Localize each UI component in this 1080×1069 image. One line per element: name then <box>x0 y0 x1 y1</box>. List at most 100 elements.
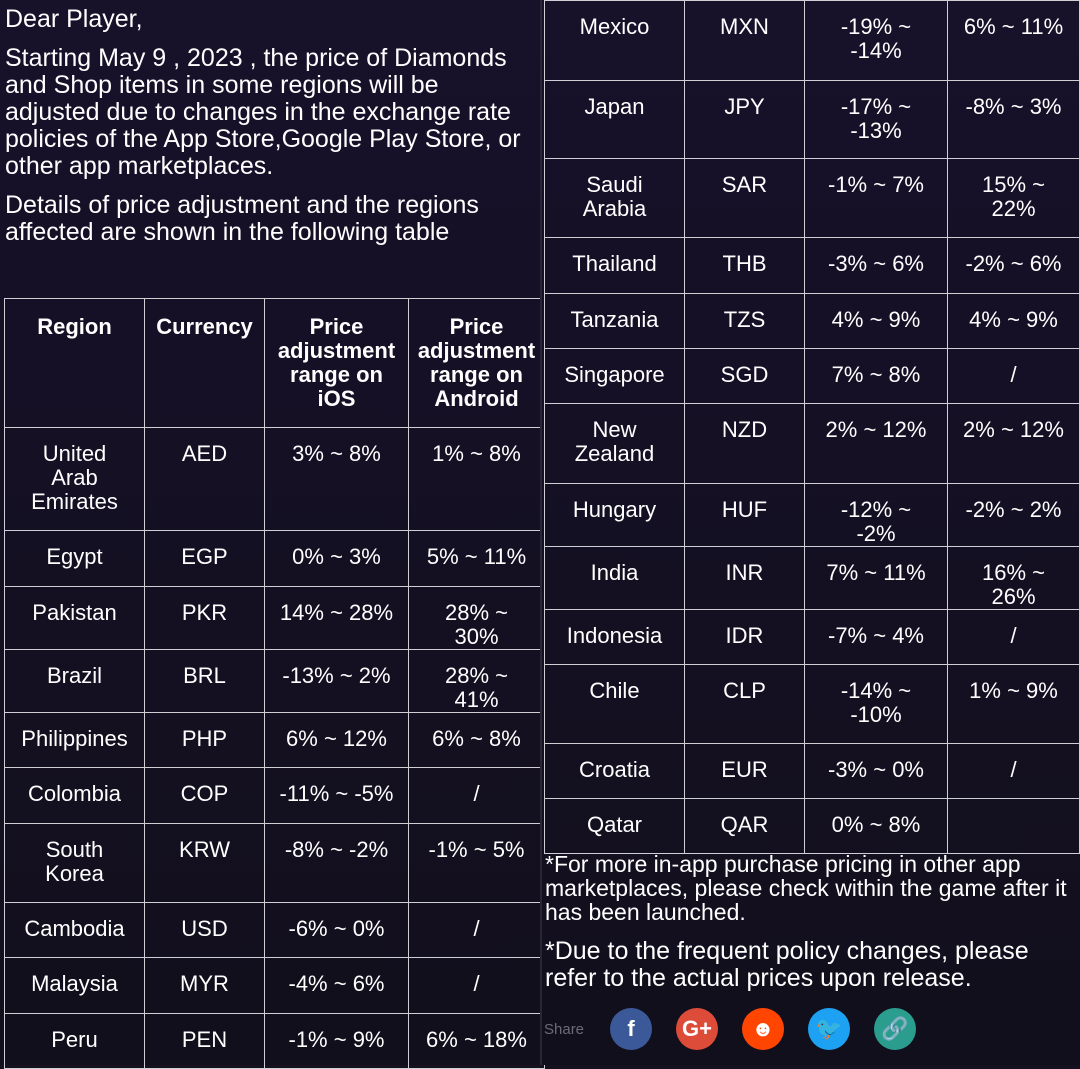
footnote-pricing: *For more in-app purchase pricing in oth… <box>545 851 1067 925</box>
table-row: Egypt EGP 0% ~ 3% 5% ~ 11% <box>4 530 545 587</box>
region-cell: United Arab Emirates <box>4 427 145 531</box>
footnotes: *For more in-app purchase pricing in oth… <box>545 852 1080 1006</box>
copy-link-share-button[interactable]: 🔗 <box>874 1008 916 1050</box>
region-cell: Malaysia <box>4 957 145 1014</box>
region-cell: Japan <box>544 80 685 159</box>
share-label: Share <box>544 1020 585 1038</box>
android-range-cell: -2% ~ 2% <box>947 483 1080 547</box>
ios-range-cell: 2% ~ 12% <box>804 403 948 484</box>
header-android: Price adjustment range on Android <box>408 298 545 428</box>
ios-range-cell: 7% ~ 11% <box>804 546 948 610</box>
currency-cell: NZD <box>684 403 805 484</box>
android-range-cell: / <box>408 902 545 958</box>
table-row: Qatar QAR 0% ~ 8% <box>544 798 1080 854</box>
android-range-cell: -8% ~ 3% <box>947 80 1080 159</box>
region-cell: Qatar <box>544 798 685 854</box>
currency-cell: THB <box>684 237 805 294</box>
android-range-cell: 16% ~ 26% <box>947 546 1080 610</box>
currency-cell: MXN <box>684 0 805 81</box>
android-range-cell: -2% ~ 6% <box>947 237 1080 294</box>
currency-cell: TZS <box>684 293 805 349</box>
twitter-share-button[interactable]: 🐦 <box>808 1008 850 1050</box>
currency-cell: PKR <box>144 586 265 650</box>
currency-cell: JPY <box>684 80 805 159</box>
table-row: Japan JPY -17% ~ -13% -8% ~ 3% <box>544 80 1080 159</box>
table-row: Saudi Arabia SAR -1% ~ 7% 15% ~ 22% <box>544 158 1080 238</box>
ios-range-cell: -11% ~ -5% <box>264 767 409 824</box>
android-range-cell: 4% ~ 9% <box>947 293 1080 349</box>
android-range-cell: 28% ~ 30% <box>408 586 545 650</box>
ios-range-cell: 7% ~ 8% <box>804 348 948 404</box>
android-range-cell: 2% ~ 12% <box>947 403 1080 484</box>
currency-cell: AED <box>144 427 265 531</box>
currency-cell: EUR <box>684 743 805 799</box>
region-cell: New Zealand <box>544 403 685 484</box>
region-cell: Croatia <box>544 743 685 799</box>
android-range-cell <box>947 798 1080 854</box>
android-range-cell: 1% ~ 9% <box>947 664 1080 744</box>
android-range-cell: 1% ~ 8% <box>408 427 545 531</box>
ios-range-cell: -1% ~ 7% <box>804 158 948 238</box>
greeting: Dear Player, <box>5 5 143 33</box>
left-screenshot-panel: Dear Player, Starting May 9 , 2023 , the… <box>0 0 545 1069</box>
currency-cell: CLP <box>684 664 805 744</box>
table-row: South Korea KRW -8% ~ -2% -1% ~ 5% <box>4 823 545 903</box>
table-row: Pakistan PKR 14% ~ 28% 28% ~ 30% <box>4 586 545 650</box>
copy-link-icon: 🔗 <box>881 1016 909 1041</box>
header-currency: Currency <box>144 298 265 428</box>
region-cell: Hungary <box>544 483 685 547</box>
ios-range-cell: -17% ~ -13% <box>804 80 948 159</box>
android-range-cell: 6% ~ 11% <box>947 0 1080 81</box>
ios-range-cell: 6% ~ 12% <box>264 712 409 768</box>
android-range-cell: 6% ~ 8% <box>408 712 545 768</box>
currency-cell: PEN <box>144 1013 265 1069</box>
ios-range-cell: -8% ~ -2% <box>264 823 409 903</box>
right-screenshot-panel: Mexico MXN -19% ~ -14% 6% ~ 11% Japan JPY -17%… <box>540 0 1080 1065</box>
ios-range-cell: -14% ~ -10% <box>804 664 948 744</box>
footnote-policy: *Due to the frequent policy changes, ple… <box>545 937 1029 992</box>
ios-range-cell: 3% ~ 8% <box>264 427 409 531</box>
region-cell: India <box>544 546 685 610</box>
twitter-icon: 🐦 <box>815 1016 843 1041</box>
android-range-cell: / <box>408 957 545 1014</box>
currency-cell: SGD <box>684 348 805 404</box>
android-range-cell: 28% ~ 41% <box>408 649 545 713</box>
currency-cell: INR <box>684 546 805 610</box>
region-cell: Peru <box>4 1013 145 1069</box>
currency-cell: QAR <box>684 798 805 854</box>
android-range-cell: 5% ~ 11% <box>408 530 545 587</box>
region-cell: South Korea <box>4 823 145 903</box>
android-range-cell: -1% ~ 5% <box>408 823 545 903</box>
table-row: Mexico MXN -19% ~ -14% 6% ~ 11% <box>544 0 1080 81</box>
ios-range-cell: -13% ~ 2% <box>264 649 409 713</box>
table-header-row: Region Currency Price adjustment range o… <box>4 298 545 428</box>
currency-cell: BRL <box>144 649 265 713</box>
region-cell: Colombia <box>4 767 145 824</box>
table-row: Thailand THB -3% ~ 6% -2% ~ 6% <box>544 237 1080 294</box>
facebook-share-button[interactable]: f <box>610 1008 652 1050</box>
region-cell: Saudi Arabia <box>544 158 685 238</box>
table-row: Croatia EUR -3% ~ 0% / <box>544 743 1080 799</box>
android-range-cell: / <box>947 609 1080 665</box>
intro-paragraph: Starting May 9 , 2023 , the price of Dia… <box>5 44 521 180</box>
region-cell: Thailand <box>544 237 685 294</box>
table-row: Singapore SGD 7% ~ 8% / <box>544 348 1080 404</box>
table-row: Hungary HUF -12% ~ -2% -2% ~ 2% <box>544 483 1080 547</box>
table-row: Peru PEN -1% ~ 9% 6% ~ 18% <box>4 1013 545 1069</box>
details-paragraph: Details of price adjustment and the regi… <box>5 191 479 246</box>
android-range-cell: / <box>408 767 545 824</box>
region-cell: Pakistan <box>4 586 145 650</box>
table-row: New Zealand NZD 2% ~ 12% 2% ~ 12% <box>544 403 1080 484</box>
table-row: Indonesia IDR -7% ~ 4% / <box>544 609 1080 665</box>
price-table-left: Region Currency Price adjustment range o… <box>4 298 545 1069</box>
reddit-share-button[interactable]: ☻ <box>742 1008 784 1050</box>
android-range-cell: / <box>947 743 1080 799</box>
google-plus-icon: G+ <box>682 1016 712 1041</box>
region-cell: Egypt <box>4 530 145 587</box>
header-ios: Price adjustment range on iOS <box>264 298 409 428</box>
google-plus-share-button[interactable]: G+ <box>676 1008 718 1050</box>
reddit-icon: ☻ <box>751 1016 775 1041</box>
ios-range-cell: -12% ~ -2% <box>804 483 948 547</box>
region-cell: Philippines <box>4 712 145 768</box>
android-range-cell: 15% ~ 22% <box>947 158 1080 238</box>
